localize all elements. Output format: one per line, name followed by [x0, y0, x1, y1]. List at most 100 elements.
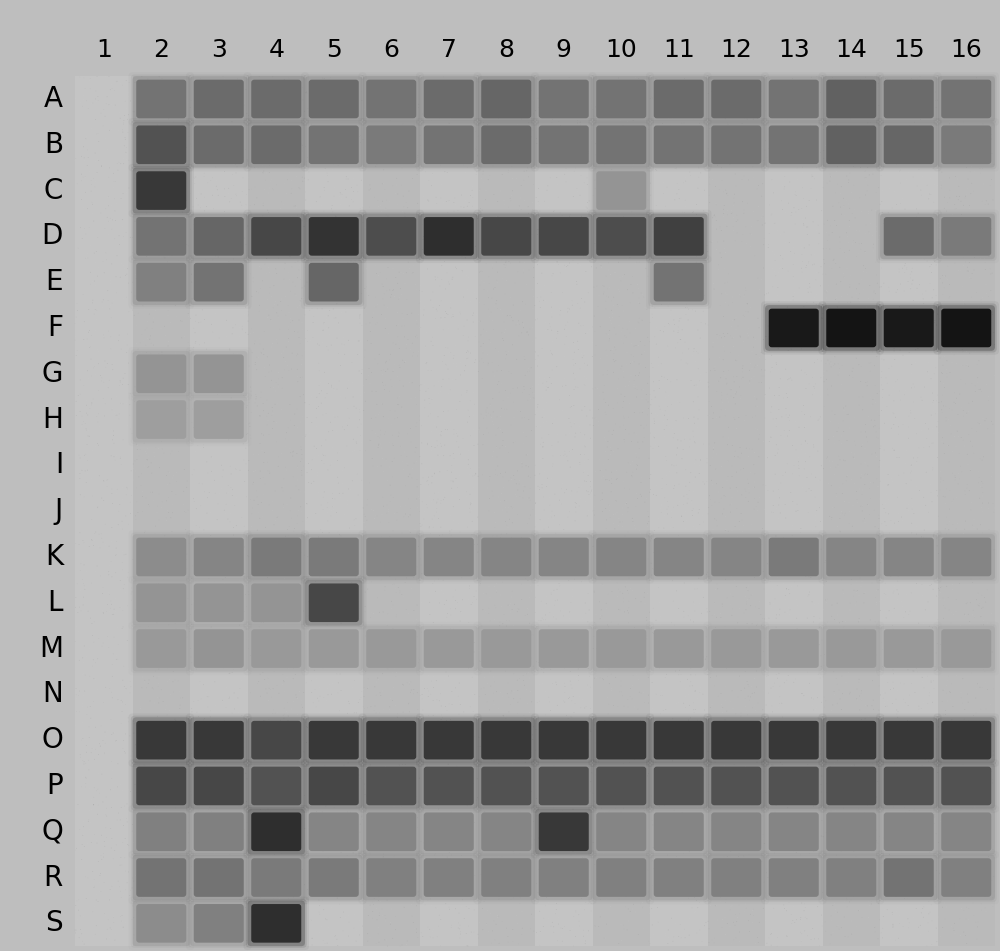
Point — [599, 530, 615, 545]
Point — [478, 586, 494, 601]
Point — [924, 913, 940, 928]
Point — [81, 324, 97, 340]
Point — [308, 867, 324, 883]
Point — [598, 930, 614, 945]
Point — [464, 104, 480, 119]
Point — [604, 772, 620, 787]
Point — [618, 625, 634, 640]
Point — [159, 708, 175, 723]
Point — [518, 666, 534, 681]
Point — [772, 779, 788, 794]
Point — [829, 299, 845, 314]
Point — [523, 229, 539, 244]
Point — [388, 609, 404, 624]
Point — [481, 234, 497, 249]
Point — [133, 793, 149, 808]
Point — [439, 378, 455, 393]
Point — [444, 574, 460, 590]
Point — [896, 130, 912, 146]
Point — [797, 434, 813, 449]
Point — [929, 544, 945, 559]
FancyBboxPatch shape — [539, 812, 589, 851]
FancyBboxPatch shape — [761, 759, 826, 813]
Point — [874, 642, 890, 657]
Point — [303, 913, 319, 928]
Point — [546, 608, 562, 623]
Point — [76, 378, 92, 393]
Point — [700, 318, 716, 333]
Point — [131, 731, 147, 747]
Point — [965, 841, 981, 856]
Point — [522, 391, 538, 406]
Point — [623, 197, 639, 212]
Point — [828, 489, 844, 504]
Point — [936, 611, 952, 626]
Point — [107, 927, 123, 942]
Point — [723, 849, 739, 864]
FancyBboxPatch shape — [420, 855, 477, 901]
Point — [631, 878, 647, 893]
Point — [784, 816, 800, 831]
Point — [352, 622, 368, 637]
Point — [413, 476, 429, 492]
Point — [191, 476, 207, 491]
Point — [578, 483, 594, 498]
Point — [719, 286, 735, 301]
Point — [878, 582, 894, 597]
Point — [318, 406, 334, 421]
Point — [682, 655, 698, 670]
Point — [330, 774, 346, 789]
Point — [352, 568, 368, 583]
Point — [369, 727, 385, 742]
Point — [419, 681, 435, 696]
Point — [425, 669, 441, 684]
Point — [110, 793, 126, 808]
Point — [217, 875, 233, 890]
Point — [82, 429, 98, 444]
Point — [645, 430, 661, 445]
Point — [390, 234, 406, 249]
Point — [190, 708, 206, 724]
Point — [391, 655, 407, 670]
Point — [333, 683, 349, 698]
Point — [402, 812, 418, 827]
Point — [129, 147, 145, 163]
Point — [819, 176, 835, 191]
Point — [836, 319, 852, 334]
Point — [112, 451, 128, 466]
Point — [946, 916, 962, 931]
Point — [137, 579, 153, 594]
Point — [823, 927, 839, 942]
Point — [718, 509, 734, 524]
Point — [309, 594, 325, 610]
Point — [67, 925, 83, 941]
Point — [458, 625, 474, 640]
Point — [533, 437, 549, 452]
Point — [233, 131, 249, 146]
Point — [437, 310, 453, 325]
Point — [556, 609, 572, 624]
Point — [681, 534, 697, 549]
Point — [299, 609, 315, 624]
Point — [796, 654, 812, 670]
Point — [251, 619, 267, 634]
Point — [846, 589, 862, 604]
Point — [789, 611, 805, 626]
Point — [117, 336, 133, 351]
Point — [734, 643, 750, 658]
Point — [557, 500, 573, 515]
Point — [850, 563, 866, 578]
Point — [420, 78, 436, 93]
Point — [172, 697, 188, 712]
Point — [404, 832, 420, 847]
Point — [238, 829, 254, 844]
Point — [392, 360, 408, 376]
Point — [582, 722, 598, 737]
Point — [567, 514, 583, 529]
Point — [146, 338, 162, 353]
Point — [438, 304, 454, 320]
Point — [124, 824, 140, 839]
Point — [600, 540, 616, 555]
Point — [778, 548, 794, 563]
Point — [148, 748, 164, 764]
